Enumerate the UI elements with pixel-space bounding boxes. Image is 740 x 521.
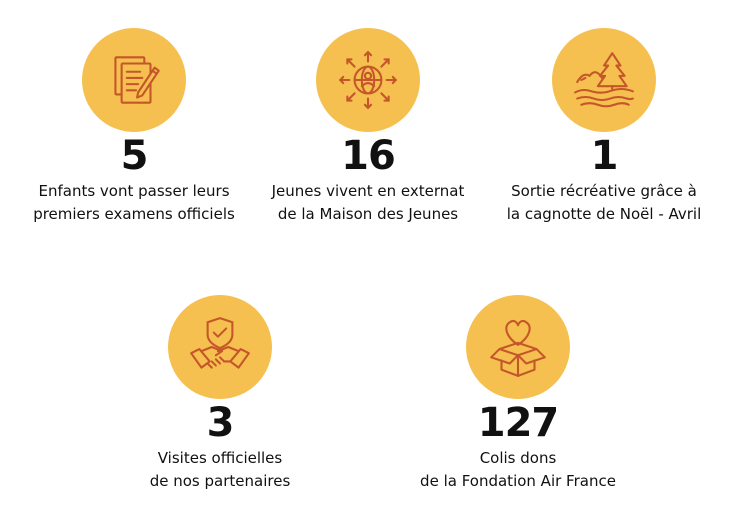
stat-icon-circle — [168, 295, 272, 399]
stat-label-line1: Sortie récréative grâce à — [511, 182, 697, 200]
landscape-tree-icon — [574, 52, 634, 108]
stat-youth-externat: 16 Jeunes vivent en externat de la Maiso… — [248, 28, 488, 226]
stat-outing: 1 Sortie récréative grâce à la cagnotte … — [484, 28, 724, 226]
stat-number: 16 — [341, 133, 396, 179]
stat-official-visits: 3 Visites officielles de nos partenaires — [100, 295, 340, 493]
stat-icon-circle — [316, 28, 420, 132]
stat-label-line1: Visites officielles — [157, 449, 283, 467]
stat-label: Visites officielles de nos partenaires — [150, 447, 291, 493]
stat-icon-circle — [82, 28, 186, 132]
stat-label-line2: de la Maison des Jeunes — [277, 205, 459, 223]
stat-label-line2: premiers examens officiels — [33, 205, 235, 223]
stat-label: Colis dons de la Fondation Air France — [420, 447, 616, 493]
stat-number: 5 — [120, 133, 149, 179]
stat-donation-parcels: 127 Colis dons de la Fondation Air Franc… — [398, 295, 638, 493]
globe-person-arrows-icon — [339, 51, 397, 109]
stat-label-line2: la cagnotte de Noël - Avril — [506, 205, 702, 223]
stat-label-line1: Jeunes vivent en externat — [271, 182, 465, 200]
stat-label: Enfants vont passer leurs premiers exame… — [33, 180, 235, 226]
stat-label-line1: Enfants vont passer leurs — [38, 182, 230, 200]
stat-label-line2: de nos partenaires — [149, 472, 291, 490]
stat-number: 1 — [590, 133, 619, 179]
stat-number: 127 — [477, 400, 559, 446]
stat-exams: 5 Enfants vont passer leurs premiers exa… — [14, 28, 254, 226]
stat-label-line1: Colis dons — [479, 449, 557, 467]
documents-pen-icon — [114, 56, 160, 104]
stat-number: 3 — [206, 400, 235, 446]
stat-label: Sortie récréative grâce à la cagnotte de… — [507, 180, 702, 226]
stat-label-line2: de la Fondation Air France — [420, 472, 616, 490]
handshake-shield-icon — [190, 317, 250, 369]
stat-label: Jeunes vivent en externat de la Maison d… — [272, 180, 465, 226]
stat-icon-circle — [552, 28, 656, 132]
heart-box-icon — [490, 319, 546, 377]
stat-icon-circle — [466, 295, 570, 399]
